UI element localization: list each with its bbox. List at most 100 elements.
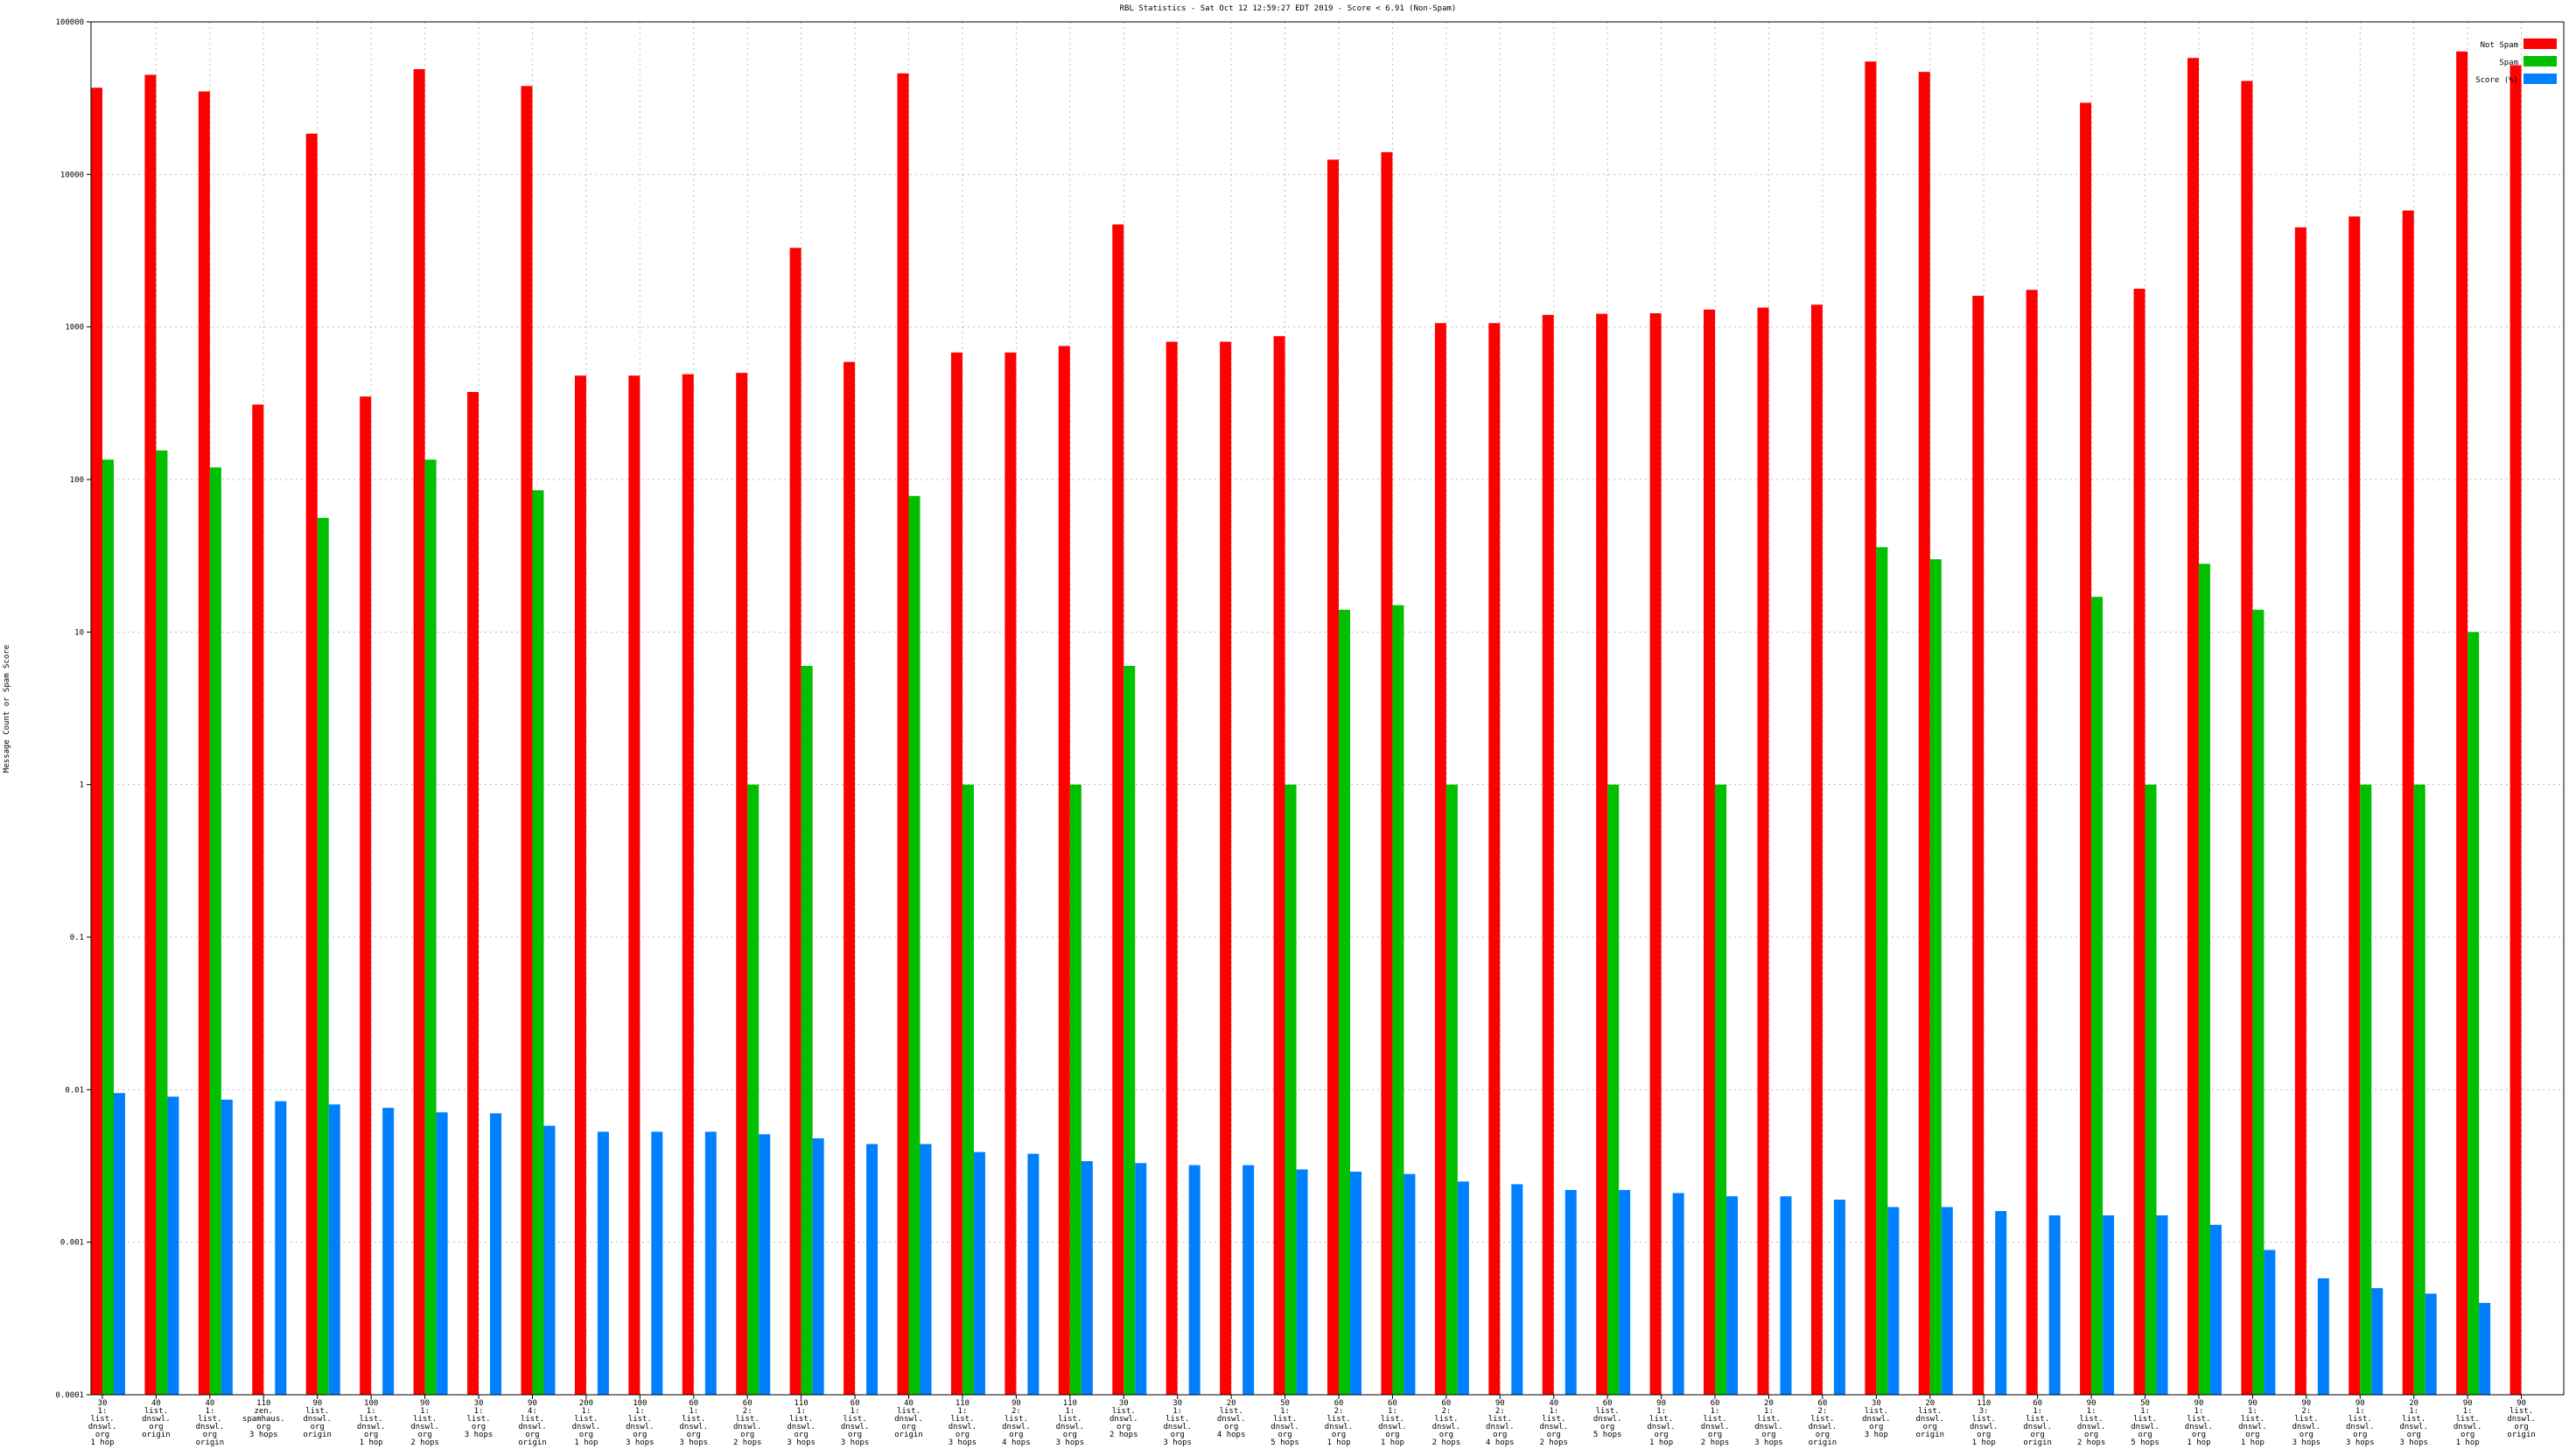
x-tick-label-line: 90: [2194, 1399, 2204, 1408]
x-tick-label-line: 30: [98, 1399, 108, 1408]
x-tick-label: 30 1: list. dnswl. org 1 hop: [88, 1399, 117, 1447]
bar: [1381, 151, 1393, 1395]
bar: [1220, 341, 1232, 1396]
x-tick-label-line: org: [149, 1423, 163, 1432]
x-tick-label-line: dnswl.: [88, 1423, 117, 1432]
x-tick-label: 90 2: list. dnswl. org 4 hops: [1002, 1399, 1031, 1447]
x-tick-label: 40 list. dnswl. org origin: [894, 1399, 923, 1439]
bar: [1780, 1196, 1792, 1395]
x-tick-label-line: 2:: [1817, 1407, 1827, 1416]
x-tick-label-line: 1:: [958, 1407, 968, 1416]
y-tick-label: 100000: [55, 18, 84, 27]
x-tick-label-line: 110: [794, 1399, 808, 1408]
x-tick-label-line: 60: [1441, 1399, 1451, 1408]
x-tick-label-line: org: [2514, 1423, 2528, 1432]
bar: [102, 459, 114, 1395]
x-tick-label-line: 1:: [205, 1407, 214, 1416]
bar: [2479, 1303, 2491, 1395]
x-tick-label-line: dnswl.: [1217, 1415, 1246, 1424]
x-tick-label-line: list.: [844, 1415, 867, 1424]
x-tick-label-line: dnswl.: [1110, 1415, 1138, 1424]
bar: [2103, 1214, 2115, 1395]
x-tick-label-line: list.: [1488, 1415, 1512, 1424]
x-tick-label-line: 110: [256, 1399, 270, 1408]
x-tick-label-line: org: [2353, 1431, 2367, 1439]
bar: [950, 352, 962, 1395]
x-tick-label-line: list.: [1381, 1415, 1404, 1424]
bar: [543, 1125, 556, 1395]
x-tick-label-line: dnswl.: [518, 1423, 547, 1432]
x-tick-label-line: dnswl.: [2399, 1423, 2428, 1432]
x-tick-label-line: list.: [1810, 1415, 1834, 1424]
x-tick-label-line: org: [956, 1431, 970, 1439]
x-tick-label: 90 2: list. dnswl. org 4 hops: [1486, 1399, 1515, 1447]
x-tick-label-line: 3 hops: [626, 1438, 654, 1447]
x-tick-label-line: org: [901, 1423, 915, 1432]
x-tick-label-line: 2 hops: [1110, 1431, 1138, 1439]
x-tick-label: 20 list. dnswl. org origin: [1916, 1399, 1945, 1439]
x-tick-label-line: org: [256, 1423, 270, 1432]
x-tick-label-line: 1:: [796, 1407, 806, 1416]
x-tick-label-line: dnswl.: [1593, 1415, 1622, 1424]
bar: [1124, 666, 1136, 1395]
x-tick-label-line: 4 hops: [1217, 1431, 1246, 1439]
x-tick-label-line: 1 hop: [1649, 1438, 1673, 1447]
x-tick-label-line: org: [2460, 1431, 2474, 1439]
x-tick-label-line: origin: [1916, 1431, 1945, 1439]
bar: [532, 490, 544, 1395]
bar: [2468, 632, 2480, 1395]
x-tick-label: 110 1: list. dnswl. org 3 hops: [948, 1399, 977, 1447]
bar: [736, 373, 748, 1395]
legend-swatch: [2524, 56, 2557, 66]
bar: [1434, 323, 1446, 1395]
x-tick-label-line: org: [579, 1431, 593, 1439]
legend-swatch: [2524, 74, 2557, 84]
bar: [467, 391, 480, 1395]
x-tick-label-line: org: [740, 1431, 754, 1439]
bar: [2413, 784, 2426, 1395]
x-tick-label-line: 90: [2463, 1399, 2473, 1408]
x-tick-label-line: org: [1654, 1431, 1668, 1439]
y-tick-label: 1000: [65, 324, 84, 332]
x-tick-label-line: org: [2031, 1431, 2045, 1439]
x-tick-label-line: org: [1063, 1431, 1077, 1439]
x-tick-label-line: list.: [1326, 1415, 1350, 1424]
bar: [2348, 216, 2361, 1395]
bar: [2360, 784, 2372, 1395]
x-tick-label-line: dnswl.: [196, 1423, 225, 1432]
bar: [897, 73, 909, 1395]
x-tick-label-line: 1:: [2463, 1407, 2473, 1416]
x-tick-label-line: list.: [897, 1407, 920, 1416]
x-tick-label-line: list.: [1865, 1407, 1888, 1416]
x-tick-label-line: 1:: [2140, 1407, 2150, 1416]
bar: [167, 1096, 179, 1395]
bar: [962, 784, 974, 1395]
bar: [490, 1113, 502, 1395]
x-tick-label-line: 110: [1977, 1399, 1991, 1408]
x-tick-label-line: 3 hops: [249, 1431, 278, 1439]
bar: [1392, 605, 1404, 1395]
x-tick-label-line: 1:: [2194, 1407, 2204, 1416]
bar: [1564, 1189, 1577, 1395]
x-tick-label-line: 30: [1119, 1399, 1129, 1408]
x-tick-label: 20 1: list. dnswl. org 3 hops: [1754, 1399, 1783, 1447]
x-tick-label-line: 5 hops: [2131, 1438, 2160, 1447]
bar: [275, 1101, 287, 1395]
y-tick-label: 10: [74, 628, 84, 637]
x-tick-label-line: 60: [2033, 1399, 2042, 1408]
x-tick-label-line: dnswl.: [1270, 1423, 1299, 1432]
x-tick-label-line: 5 hops: [1270, 1438, 1299, 1447]
bar: [114, 1093, 125, 1395]
x-tick-label: 90 4: list. dnswl. org origin: [518, 1399, 547, 1447]
x-tick-label-line: 1:: [367, 1407, 376, 1416]
x-tick-label-line: 4 hops: [1486, 1438, 1515, 1447]
x-tick-label-line: org: [364, 1431, 378, 1439]
x-tick-label-line: org: [1116, 1423, 1130, 1432]
x-tick-label-line: org: [1224, 1423, 1238, 1432]
x-tick-label-line: org: [417, 1431, 431, 1439]
x-tick-label-line: 1:: [1280, 1407, 1290, 1416]
bar: [2198, 564, 2210, 1395]
bar: [747, 784, 760, 1395]
x-tick-label-line: 1:: [2248, 1407, 2258, 1416]
x-tick-label-line: dnswl.: [1056, 1423, 1085, 1432]
